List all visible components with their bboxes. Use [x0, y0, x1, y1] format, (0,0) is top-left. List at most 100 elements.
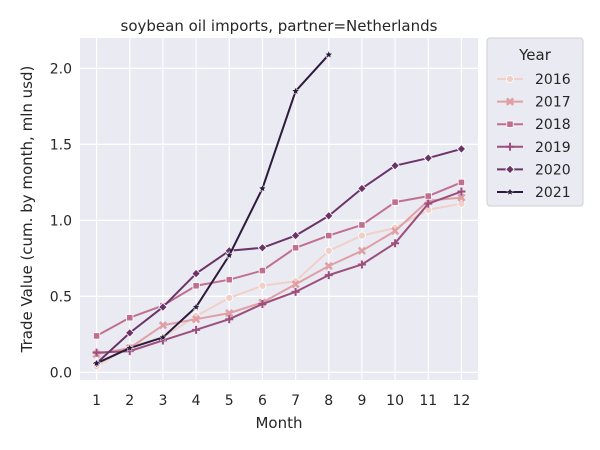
plot-background: [80, 38, 478, 380]
series-line-2018: [96, 181, 462, 337]
x-tick-label: 5: [225, 393, 234, 409]
data-point-2020: [423, 153, 434, 163]
chart-title: soybean oil imports, partner=Netherlands: [121, 17, 438, 35]
legend: Year 2016 2017 2018 2019 2020 2021: [486, 37, 584, 207]
data-point-2019: [457, 187, 466, 196]
data-point-2016: [225, 293, 234, 302]
legend-label: 2020: [535, 162, 571, 178]
legend-marker-2017: [505, 97, 515, 106]
series-2017: [92, 193, 466, 359]
data-point-2017: [225, 309, 234, 318]
legend-item-2016: 2016: [497, 72, 571, 88]
series-line-2019: [96, 190, 462, 354]
y-tick-label: 1.0: [50, 213, 72, 229]
data-point-2017: [191, 315, 201, 324]
data-point-2016: [258, 281, 267, 290]
legend-item-2019: 2019: [497, 140, 571, 156]
x-tick-label: 9: [357, 393, 366, 409]
data-point-2021: [291, 86, 301, 95]
data-point-2018: [325, 231, 333, 240]
data-point-2018: [391, 198, 399, 206]
y-tick-labels: 0.0 0.5 1.0 1.5 2.0: [50, 61, 72, 381]
data-point-2018: [126, 314, 134, 322]
data-point-2019: [424, 199, 433, 208]
data-point-2016: [457, 199, 466, 208]
data-point-2018: [457, 178, 466, 186]
x-tick-label: 12: [453, 393, 471, 409]
series-2019: [92, 187, 466, 357]
data-point-2017: [457, 193, 466, 202]
data-point-2017: [324, 261, 333, 271]
legend-items: 2016 2017 2018 2019 2020 2021: [497, 72, 571, 201]
series-2021: [92, 50, 334, 368]
y-tick-label: 0.5: [50, 289, 72, 305]
data-point-2020: [390, 160, 400, 171]
legend-item-2021: 2021: [497, 185, 571, 201]
x-tick-label: 10: [386, 393, 404, 409]
data-point-2019: [225, 315, 234, 324]
data-point-2018: [358, 221, 366, 229]
data-point-2016: [357, 231, 366, 240]
data-point-2018: [225, 276, 233, 284]
data-point-2017: [291, 280, 300, 289]
legend-marker-2018: [506, 120, 514, 128]
data-point-2021: [191, 302, 201, 311]
legend-item-2018: 2018: [497, 117, 571, 133]
series-line-2021: [96, 54, 330, 365]
y-gridlines: [80, 67, 478, 373]
y-tick-label: 2.0: [50, 61, 72, 77]
data-point-2018: [92, 332, 101, 340]
data-point-2020: [191, 268, 201, 279]
data-point-2019: [391, 239, 400, 248]
data-point-2017: [390, 226, 400, 236]
y-tick-label: 0.0: [50, 365, 72, 381]
data-point-2018: [291, 244, 300, 252]
y-tick-label: 1.5: [50, 137, 72, 153]
data-point-2018: [258, 266, 267, 275]
legend-marker-2019: [506, 142, 514, 151]
data-point-2020: [456, 144, 467, 154]
x-tick-label: 6: [258, 393, 267, 409]
data-point-2019: [258, 300, 267, 308]
data-point-2021: [224, 250, 234, 260]
data-point-2019: [357, 260, 366, 269]
legend-item-2017: 2017: [497, 95, 571, 111]
x-tick-labels: 1 2 3 4 5 6 7 8 9 10 11 12: [92, 393, 470, 409]
data-point-2019: [291, 287, 300, 296]
x-tick-label: 11: [419, 393, 437, 409]
data-point-2020: [290, 230, 301, 241]
series-line-2017: [96, 196, 462, 356]
x-tick-label: 1: [92, 393, 101, 409]
legend-label: 2018: [535, 117, 571, 133]
legend-marker-2021: [505, 187, 515, 196]
x-tick-label: 8: [324, 393, 333, 409]
legend-label: 2016: [535, 72, 571, 88]
data-point-2019: [324, 271, 333, 280]
legend-label: 2019: [535, 140, 571, 156]
x-tick-label: 3: [158, 393, 167, 409]
series-2018: [92, 178, 466, 340]
data-point-2021: [324, 50, 334, 59]
data-point-2021: [158, 332, 168, 342]
y-axis-label: Trade Value (cum. by month, mln usd): [18, 66, 36, 354]
data-point-2019: [92, 348, 101, 357]
legend-marker-2016: [505, 75, 514, 84]
data-point-2021: [125, 343, 135, 352]
data-point-2020: [158, 302, 168, 312]
data-point-2017: [357, 246, 367, 255]
x-axis-label: Month: [255, 414, 302, 432]
data-point-2021: [92, 358, 102, 368]
legend-label: 2021: [535, 185, 571, 201]
data-point-2018: [424, 192, 432, 200]
x-tick-label: 2: [125, 393, 134, 409]
x-tick-label: 7: [291, 393, 300, 409]
data-point-2016: [324, 246, 333, 255]
data-point-2020: [357, 183, 367, 194]
data-point-2020: [124, 328, 135, 338]
data-point-2020: [323, 211, 334, 221]
legend-marker-2020: [505, 164, 515, 175]
series-layer: [91, 50, 467, 371]
data-point-2018: [192, 282, 200, 290]
legend-title: Year: [518, 46, 552, 64]
data-point-2019: [192, 325, 201, 334]
